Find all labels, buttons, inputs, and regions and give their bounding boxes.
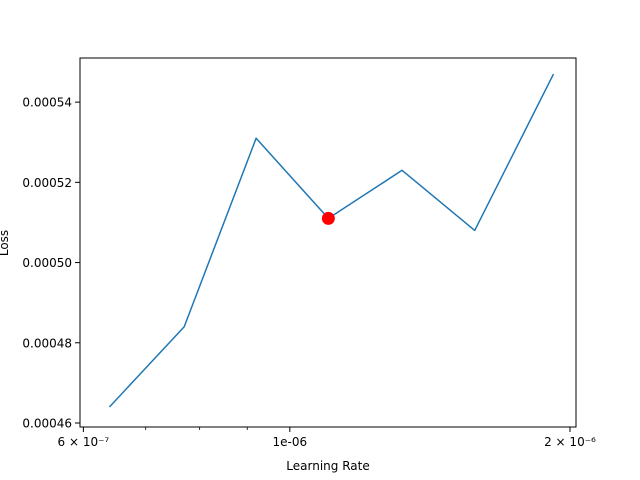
plot-area: [108, 73, 555, 408]
x-tick-label: 1e-06: [273, 435, 308, 449]
x-tick-label: 2 × 10⁻⁶: [544, 435, 596, 449]
y-tick-label: 0.00054: [22, 96, 72, 110]
x-axis-label: Learning Rate: [286, 459, 369, 473]
plot-frame: [79, 57, 577, 428]
y-tick-label: 0.00050: [22, 256, 72, 270]
x-axis: 6 × 10⁻⁷ 1e-06 2 × 10⁻⁶: [58, 427, 596, 449]
y-tick-label: 0.00052: [22, 176, 72, 190]
suggested-lr-marker: [321, 211, 335, 225]
y-axis-label: Loss: [0, 230, 11, 256]
y-tick-label: 0.00048: [22, 336, 72, 350]
y-axis: 0.00046 0.00048 0.00050 0.00052 0.00054: [22, 96, 80, 430]
series-line: [108, 73, 555, 408]
y-tick-label: 0.00046: [22, 416, 72, 430]
x-tick-label: 6 × 10⁻⁷: [58, 435, 110, 449]
